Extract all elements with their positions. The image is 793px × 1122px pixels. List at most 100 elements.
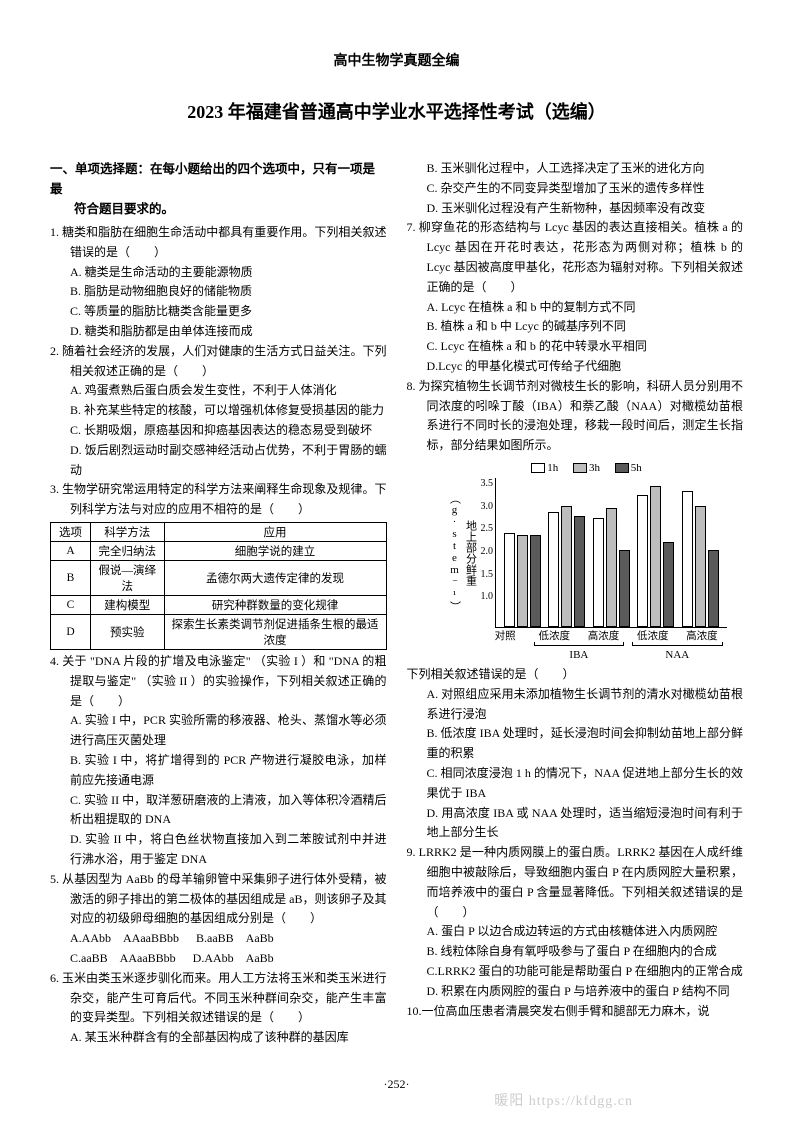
q6-stem: 6. 玉米由类玉米逐步驯化而来。用人工方法将玉米和类玉米进行杂交，能产生可育后代… — [50, 969, 387, 1028]
q3-row-c-opt: C — [51, 595, 91, 614]
x-labels: 对照 低浓度 高浓度 低浓度 高浓度 — [481, 628, 727, 643]
q1-opt-d: D. 糖类和脂肪都是由单体连接而成 — [50, 322, 387, 342]
q6-opt-a: A. 某玉米种群含有的全部基因构成了该种群的基因库 — [50, 1028, 387, 1048]
chart-bar — [517, 535, 528, 627]
y-tick: 3.0 — [481, 501, 494, 512]
q8-chart: 1h 3h 5h 地上部分鲜重（g·stem⁻¹） 3.5 3.0 2.5 2.… — [447, 462, 727, 661]
y-tick: 3.5 — [481, 478, 494, 489]
content-columns: 一、单项选择题：在每小题给出的四个选项中，只有一项是最 符合题目要求的。 1. … — [50, 159, 743, 1048]
q5-opt-d: D.AAbb AaBb — [193, 949, 274, 969]
q5-opts-row2: C.aaBB AAaaBBbb D.AAbb AaBb — [50, 949, 387, 969]
x-label: 低浓度 — [530, 628, 579, 643]
section-heading-line2: 符合题目要求的。 — [74, 202, 174, 216]
bar-group — [500, 478, 545, 627]
chart-bar — [574, 516, 585, 627]
q5-opts-row1: A.AAbb AAaaBBbb B.aaBB AaBb — [50, 929, 387, 949]
q4-opt-d: D. 实验 II 中，将白色丝状物直接加入到二苯胺试剂中并进行沸水浴，用于鉴定 … — [50, 830, 387, 870]
y-tick: 2.0 — [481, 546, 494, 557]
y-tick: 1.0 — [481, 591, 494, 602]
q3-table: 选项 科学方法 应用 A 完全归纳法 细胞学说的建立 B 假说—演绎法 孟德尔两… — [50, 522, 387, 650]
x-section-naa: NAA — [628, 649, 726, 661]
chart-bar — [637, 495, 648, 627]
q8-stem: 8. 为探究植物生长调节剂对微枝生长的影响，科研人员分别用不同浓度的吲哚丁酸（I… — [407, 377, 744, 456]
q3-row-b-method: 假说—演绎法 — [91, 560, 165, 595]
q8-opt-a: A. 对照组应采用未添加植物生长调节剂的清水对橄榄幼苗根系进行浸泡 — [407, 685, 744, 725]
q1-stem: 1. 糖类和脂肪在细胞生命活动中都具有重要作用。下列相关叙述错误的是（ ） — [50, 223, 387, 263]
q2-opt-c: C. 长期吸烟，原癌基因和抑癌基因表达的稳态易受到破坏 — [50, 421, 387, 441]
q5-opt-c: C.aaBB AAaaBBbb — [70, 949, 176, 969]
q9-stem: 9. LRRK2 是一种内质网膜上的蛋白质。LRRK2 基因在人成纤维细胞中被敲… — [407, 843, 744, 922]
right-column: B. 玉米驯化过程中，人工选择决定了玉米的进化方向 C. 杂交产生的不同变异类型… — [407, 159, 744, 1048]
q8-opt-d: D. 用高浓度 IBA 或 NAA 处理时，适当缩短浸泡时间有利于地上部分生长 — [407, 804, 744, 844]
q9-opt-d: D. 积累在内质网腔的蛋白 P 与培养液中的蛋白 P 结构不同 — [407, 982, 744, 1002]
q7-opt-d: D.Lcyc 的甲基化模式可传给子代细胞 — [407, 357, 744, 377]
q3-row-a-opt: A — [51, 541, 91, 560]
q9-opt-a: A. 蛋白 P 以边合成边转运的方式由核糖体进入内质网腔 — [407, 922, 744, 942]
q7-stem: 7. 柳穿鱼花的形态结构与 Lcyc 基因的表达直接相关。植株 a 的 Lcyc… — [407, 218, 744, 297]
q2-opt-a: A. 鸡蛋煮熟后蛋白质会发生变性，不利于人体消化 — [50, 381, 387, 401]
left-column: 一、单项选择题：在每小题给出的四个选项中，只有一项是最 符合题目要求的。 1. … — [50, 159, 387, 1048]
chart-legend: 1h 3h 5h — [447, 462, 727, 474]
x-sections: IBA NAA — [481, 649, 727, 661]
q8-opt-c: C. 相同浓度浸泡 1 h 的情况下，NAA 促进地上部分生长的效果优于 IBA — [407, 764, 744, 804]
q4-opt-a: A. 实验 I 中，PCR 实验所需的移液器、枪头、蒸馏水等必须进行高压灭菌处理 — [50, 711, 387, 751]
legend-5h: 5h — [615, 462, 642, 474]
q7-opt-a: A. Lcyc 在植株 a 和 b 中的复制方式不同 — [407, 298, 744, 318]
q4-stem: 4. 关于 "DNA 片段的扩增及电泳鉴定" （实验 I ）和 "DNA 的粗提… — [50, 652, 387, 711]
chart-bar — [548, 512, 559, 627]
chart-bar — [619, 550, 630, 627]
q2-opt-b: B. 补充某些特定的核酸，可以增强机体修复受损基因的能力 — [50, 401, 387, 421]
chart-bar — [593, 518, 604, 627]
q5-opt-a: A.AAbb AAaaBBbb — [70, 929, 179, 949]
q9-opt-c: C.LRRK2 蛋白的功能可能是帮助蛋白 P 在细胞内的正常合成 — [407, 962, 744, 982]
q3-row-b-app: 孟德尔两大遗传定律的发现 — [164, 560, 386, 595]
watermark: 暖阳 https://kfdgg.cn — [494, 1090, 633, 1110]
bar-group — [678, 478, 723, 627]
bar-group — [589, 478, 634, 627]
page-header: 高中生物学真题全编 — [50, 50, 743, 70]
q3-row-a-app: 细胞学说的建立 — [164, 541, 386, 560]
x-label: 高浓度 — [677, 628, 726, 643]
chart-plot — [495, 478, 727, 628]
q3-stem: 3. 生物学研究常运用特定的科学方法来阐释生命现象及规律。下列科学方法与对应的应… — [50, 480, 387, 520]
x-label: 对照 — [481, 628, 530, 643]
q1-opt-a: A. 糖类是生命活动的主要能源物质 — [50, 263, 387, 283]
main-title: 2023 年福建省普通高中学业水平选择性考试（选编） — [50, 98, 743, 124]
legend-3h: 3h — [573, 462, 600, 474]
chart-bar — [708, 550, 719, 627]
q4-opt-c: C. 实验 II 中，取洋葱研磨液的上清液，加入等体积冷酒精后析出粗提取的 DN… — [50, 791, 387, 831]
chart-bar — [504, 533, 515, 627]
q3-row-b-opt: B — [51, 560, 91, 595]
q6-opt-c: C. 杂交产生的不同变异类型增加了玉米的遗传多样性 — [407, 179, 744, 199]
q2-opt-d: D. 饭后剧烈运动时副交感神经活动占优势，不利于胃肠的蠕动 — [50, 441, 387, 481]
q9-opt-b: B. 线粒体除自身有氧呼吸参与了蛋白 P 在细胞内的合成 — [407, 942, 744, 962]
x-section-iba: IBA — [530, 649, 628, 661]
q3-th1: 选项 — [51, 522, 91, 541]
q3-row-a-method: 完全归纳法 — [91, 541, 165, 560]
q3-th2: 科学方法 — [91, 522, 165, 541]
y-tick: 1.5 — [481, 569, 494, 580]
q3-row-d-method: 预实验 — [91, 614, 165, 649]
chart-bar — [663, 542, 674, 627]
q8-after: 下列相关叙述错误的是（ ） — [407, 665, 744, 685]
q2-stem: 2. 随着社会经济的发展，人们对健康的生活方式日益关注。下列相关叙述正确的是（ … — [50, 342, 387, 382]
q3-row-d-opt: D — [51, 614, 91, 649]
section-heading-line1: 一、单项选择题：在每小题给出的四个选项中，只有一项是最 — [50, 162, 375, 196]
q7-opt-b: B. 植株 a 和 b 中 Lcyc 的碱基序列不同 — [407, 317, 744, 337]
q3-row-c-app: 研究种群数量的变化规律 — [164, 595, 386, 614]
y-ticks: 3.5 3.0 2.5 2.0 1.5 1.0 — [481, 478, 496, 628]
section-heading: 一、单项选择题：在每小题给出的四个选项中，只有一项是最 符合题目要求的。 — [50, 159, 387, 219]
q10-stem: 10.一位高血压患者清晨突发右侧手臂和腿部无力麻木，说 — [407, 1002, 744, 1022]
bar-group — [634, 478, 679, 627]
x-label: 低浓度 — [628, 628, 677, 643]
q6-opt-d: D. 玉米驯化过程没有产生新物种，基因频率没有改变 — [407, 199, 744, 219]
chart-bar — [561, 506, 572, 627]
q7-opt-c: C. Lcyc 在植株 a 和 b 的花中转录水平相同 — [407, 337, 744, 357]
q1-opt-b: B. 脂肪是动物细胞良好的储能物质 — [50, 282, 387, 302]
q5-stem: 5. 从基因型为 AaBb 的母羊输卵管中采集卵子进行体外受精，被激活的卵子排出… — [50, 870, 387, 929]
page-number: ·252· — [0, 1077, 793, 1092]
y-tick: 2.5 — [481, 523, 494, 534]
chart-bar — [650, 486, 661, 626]
legend-1h: 1h — [531, 462, 558, 474]
q4-opt-b: B. 实验 I 中，将扩增得到的 PCR 产物进行凝胶电泳，加样前应先接通电源 — [50, 751, 387, 791]
